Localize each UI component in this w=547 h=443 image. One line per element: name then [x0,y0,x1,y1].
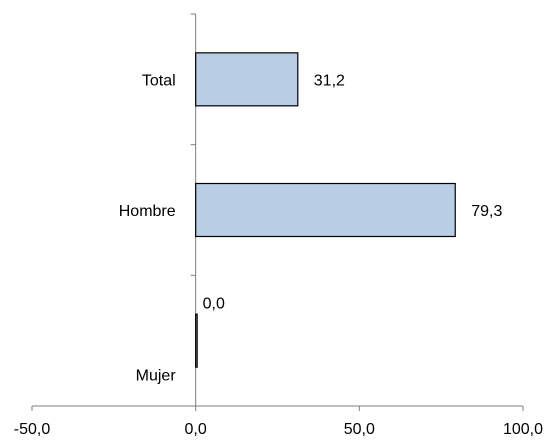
x-tick-label: 50,0 [344,421,375,438]
category-label: Hombre [119,203,176,220]
category-labels: Total Hombre Mujer [119,72,177,384]
x-tick-label: 0,0 [185,421,207,438]
category-label: Total [142,72,176,89]
data-label: 31,2 [314,72,345,89]
x-tick-labels: -50,0 0,0 50,0 100,0 [14,421,543,438]
bars [195,52,456,368]
data-labels: 31,2 79,3 0,0 [203,72,503,312]
bar [195,313,198,368]
data-label: 79,3 [471,203,502,220]
data-label: 0,0 [203,296,225,313]
category-label: Mujer [136,368,177,385]
x-tick-label: -50,0 [14,421,51,438]
y-axis-ticks [190,13,196,407]
bar [195,52,299,107]
x-axis-ticks [31,406,524,411]
x-tick-label: 100,0 [503,421,543,438]
bar [195,182,456,238]
